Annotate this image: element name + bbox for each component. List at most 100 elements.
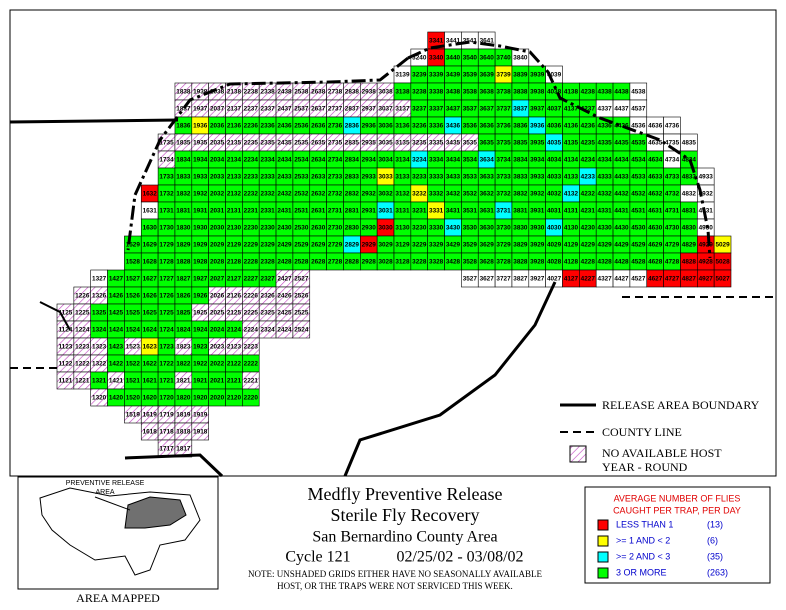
grid-label: 4930 xyxy=(699,225,714,232)
grid-label: 4030 xyxy=(547,225,562,232)
inset-caption: AREA MAPPED xyxy=(76,591,160,605)
title-line: Medfly Preventive Release xyxy=(308,484,503,504)
grid-label: 4031 xyxy=(547,208,562,215)
grid-label: 2329 xyxy=(261,242,276,249)
grid-label: 3538 xyxy=(463,89,478,96)
grid-label: 1225 xyxy=(75,310,90,317)
grid-label: 3037 xyxy=(378,106,393,113)
grid-label: 1838 xyxy=(176,89,191,96)
grid-label: 2236 xyxy=(244,123,259,130)
grid-label: 3631 xyxy=(480,208,495,215)
grid-label: 1929 xyxy=(193,242,208,249)
boundaries xyxy=(9,40,776,478)
key-label: LESS THAN 1 xyxy=(616,519,673,529)
grid-label: 4535 xyxy=(631,140,646,147)
grid-label: 3431 xyxy=(446,208,461,215)
grid-cell xyxy=(191,422,209,441)
grid-label: 3927 xyxy=(530,276,545,283)
grid-label: 1620 xyxy=(143,395,158,402)
grid-label: 3531 xyxy=(463,208,478,215)
grid-label: 4335 xyxy=(598,140,613,147)
grid-label: 1930 xyxy=(193,225,208,232)
grid-label: 4231 xyxy=(581,208,596,215)
grid-label: 1734 xyxy=(159,157,174,164)
grid-label: 3828 xyxy=(513,259,528,266)
key-count: (263) xyxy=(707,567,728,577)
grid-label: 1835 xyxy=(176,140,191,147)
grid-label: 2228 xyxy=(244,259,259,266)
grid-label: 1935 xyxy=(193,140,208,147)
grid-label: 4134 xyxy=(564,157,579,164)
grid-label: 3336 xyxy=(429,123,444,130)
grid-label: 4729 xyxy=(665,242,680,249)
grid-label: 2233 xyxy=(244,174,259,181)
legend-no-host: NO AVAILABLE HOST xyxy=(602,446,722,460)
key-count: (13) xyxy=(707,519,723,529)
grid-label: 4427 xyxy=(614,276,629,283)
key-heading: CAUGHT PER TRAP, PER DAY xyxy=(613,505,741,515)
note-line: HOST, OR THE TRAPS WERE NOT SERVICED THI… xyxy=(277,581,513,591)
grid-label: 4232 xyxy=(581,191,596,198)
grid-label: 3130 xyxy=(395,225,410,232)
grid-label: 1623 xyxy=(143,344,158,351)
grid-label: 2729 xyxy=(328,242,343,249)
grid-label: 3129 xyxy=(395,242,410,249)
grid-label: 2430 xyxy=(277,225,292,232)
grid-label: 3228 xyxy=(412,259,427,266)
key-label: 3 OR MORE xyxy=(616,567,667,577)
map-legend: RELEASE AREA BOUNDARY COUNTY LINE NO AVA… xyxy=(560,398,760,474)
grid-label: 2935 xyxy=(362,140,377,147)
boundary-line xyxy=(9,118,179,124)
grid-label: 2828 xyxy=(345,259,360,266)
grid-label: 2829 xyxy=(345,242,360,249)
inset-pointer xyxy=(94,496,131,511)
grid-label: 4327 xyxy=(598,276,613,283)
grid-label: 3028 xyxy=(378,259,393,266)
grid-label: 2137 xyxy=(227,106,242,113)
grid-label: 3332 xyxy=(429,191,444,198)
grid-label: 1918 xyxy=(193,429,208,436)
grid-label: 1321 xyxy=(92,378,107,385)
title-dates: 02/25/02 - 03/08/02 xyxy=(396,549,523,566)
grid-label: 2230 xyxy=(244,225,259,232)
grid-label: 3540 xyxy=(463,55,478,62)
grid-label: 3639 xyxy=(480,72,495,79)
grid-label: 4633 xyxy=(648,174,663,181)
grid-label: 2436 xyxy=(277,123,292,130)
grid-label: 1717 xyxy=(159,446,174,453)
grid-label: 2122 xyxy=(227,361,242,368)
grid-label: 1818 xyxy=(176,429,191,436)
grid-label: 3432 xyxy=(446,191,461,198)
grid-label: 1822 xyxy=(176,361,191,368)
grid-label: 1425 xyxy=(109,310,124,317)
grid-label: 2837 xyxy=(345,106,360,113)
inset-release-area xyxy=(124,496,187,529)
grid-label: 4238 xyxy=(581,89,596,96)
grid-label: 4529 xyxy=(631,242,646,249)
grid-label: 1519 xyxy=(126,412,141,419)
grid-label: 3230 xyxy=(412,225,427,232)
grid-label: 2931 xyxy=(362,208,377,215)
grid-label: 4632 xyxy=(648,191,663,198)
grid-label: 2335 xyxy=(261,140,276,147)
grid-label: 2737 xyxy=(328,106,343,113)
grid-label: 3430 xyxy=(446,225,461,232)
grid-label: 3238 xyxy=(412,89,427,96)
grid-label: 1927 xyxy=(193,276,208,283)
grid-label: 4038 xyxy=(547,89,562,96)
grid-label: 3834 xyxy=(513,157,528,164)
grid-label: 4135 xyxy=(564,140,579,147)
grid-label: 4329 xyxy=(598,242,613,249)
grid-label: 4527 xyxy=(631,276,646,283)
grid-label: 2526 xyxy=(294,293,309,300)
inset-label: AREA xyxy=(95,489,114,496)
inset-label: PREVENTIVE RELEASE xyxy=(66,480,145,487)
grid-label: 2537 xyxy=(294,106,309,113)
grid-label: 1925 xyxy=(193,310,208,317)
legend-hatch-sample xyxy=(569,445,587,463)
grid-label: 3731 xyxy=(496,208,511,215)
grid-label: 2836 xyxy=(345,123,360,130)
grid-label: 1223 xyxy=(75,344,90,351)
grid-label: 2628 xyxy=(311,259,326,266)
grid-label: 4430 xyxy=(614,225,629,232)
